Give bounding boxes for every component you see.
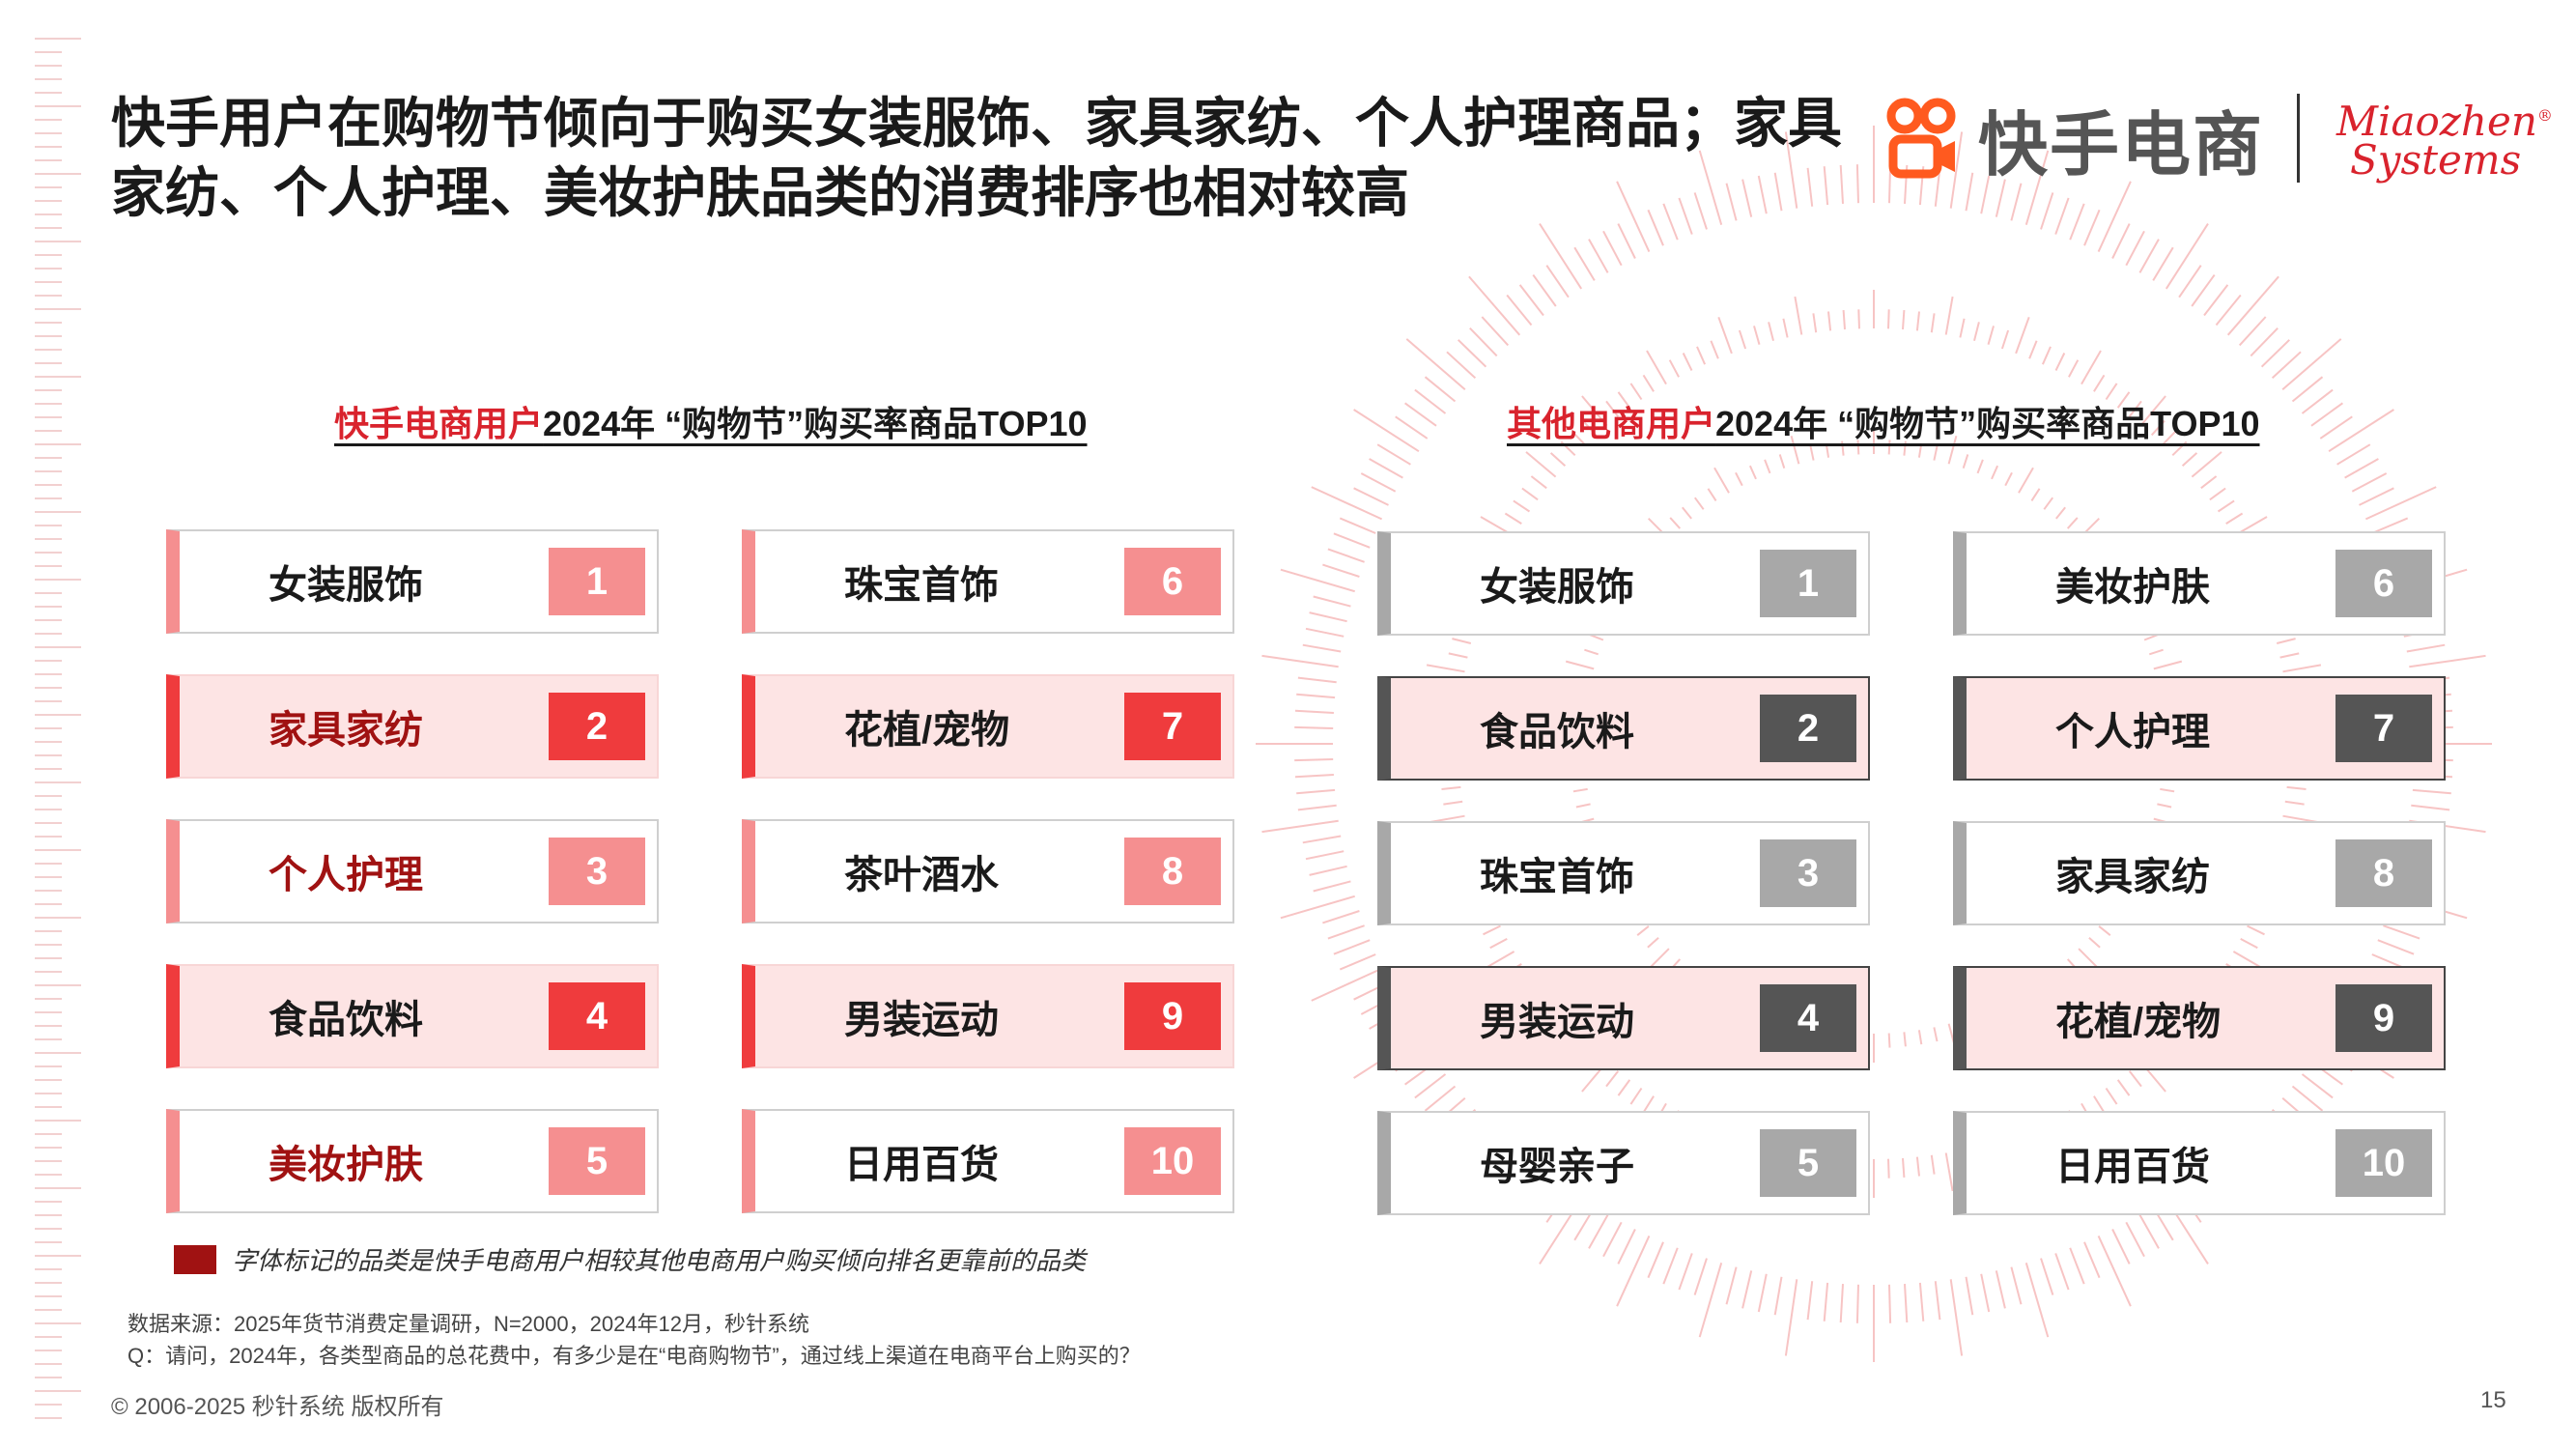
rank-card-name: 日用百货 [844,1144,999,1186]
legend-swatch [174,1244,216,1274]
rank-card-name: 个人护理 [269,854,423,896]
rank-card-name: 母婴亲子 [1480,1146,1634,1188]
legend: 字体标记的品类是快手电商用户相较其他电商用户购买倾向排名更靠前的品类 [174,1241,1086,1277]
rank-badge: 3 [549,838,645,905]
kuaishou-brand-text: 快手电商 [1978,106,2265,185]
miaozhen-logo: Miaozhen® Systems [2336,97,2553,184]
rank-card: 珠宝首饰 3 [1377,821,1870,925]
rank-card-name: 日用百货 [2055,1146,2210,1188]
rank-card: 珠宝首饰 6 [742,529,1234,634]
rank-card-name: 美妆护肤 [2055,566,2210,609]
rank-card-name: 食品饮料 [1480,711,1634,753]
rank-badge: 2 [549,693,645,760]
page-number: 15 [2480,1387,2506,1413]
rank-card-name: 家具家纺 [269,709,423,752]
rank-card: 男装运动 4 [1377,966,1870,1070]
rank-badge: 5 [549,1127,645,1195]
panel-title-kuaishou: 快手电商用户2024年 “购物节”购买率商品TOP10 [334,396,1088,446]
rank-card-name: 男装运动 [1480,1001,1634,1043]
rank-card-name: 花植/宠物 [844,709,1010,752]
rank-card: 食品饮料 2 [1377,676,1870,781]
rank-badge: 7 [1124,693,1221,760]
rank-card: 个人护理 7 [1953,676,2446,781]
page-title: 快手用户在购物节倾向于购买女装服饰、家具家纺、个人护理商品；家具 家纺、个人护理… [111,89,1869,228]
rank-card: 日用百货 10 [742,1109,1234,1213]
rank-badge: 1 [549,548,645,615]
rank-card: 个人护理 3 [166,819,659,923]
rank-card: 花植/宠物 7 [742,674,1234,779]
rank-card-name: 女装服饰 [269,564,423,607]
rank-badge: 1 [1760,550,1856,617]
panel-title-other: 其他电商用户2024年 “购物节”购买率商品TOP10 [1507,396,2260,446]
page-title-line-1: 快手用户在购物节倾向于购买女装服饰、家具家纺、个人护理商品；家具 [111,93,1842,154]
panel-title-other-rest: 2024年 “购物节”购买率商品TOP10 [1715,404,2260,443]
rank-badge: 8 [1124,838,1221,905]
rank-badge: 3 [1760,839,1856,907]
rank-card: 花植/宠物 9 [1953,966,2446,1070]
rank-card-name: 食品饮料 [269,999,423,1041]
rank-card-name: 女装服饰 [1480,566,1634,609]
page-title-line-2: 家纺、个人护理、美妆护肤品类的消费排序也相对较高 [111,162,1409,223]
panel-title-kuaishou-highlight: 快手电商用户 [334,404,544,443]
rank-badge: 7 [2335,695,2432,762]
rank-badge: 8 [2335,839,2432,907]
logo-divider [2297,94,2301,183]
miaozhen-logo-line-2: Systems [2350,136,2522,184]
rank-card-name: 男装运动 [844,999,999,1041]
rank-badge: 6 [1124,548,1221,615]
rank-card: 女装服饰 1 [166,529,659,634]
rank-card: 母婴亲子 5 [1377,1111,1870,1215]
rank-badge: 9 [2335,984,2432,1052]
rank-card: 美妆护肤 5 [166,1109,659,1213]
rank-badge: 10 [2335,1129,2432,1197]
rank-card: 食品饮料 4 [166,964,659,1068]
panel-title-other-highlight: 其他电商用户 [1507,404,1716,443]
rank-badge: 4 [1760,984,1856,1052]
copyright-footer: © 2006-2025 秒针系统 版权所有 [111,1394,444,1420]
rank-card: 女装服饰 1 [1377,531,1870,636]
rank-card-name: 花植/宠物 [2055,1001,2222,1043]
rank-card: 茶叶酒水 8 [742,819,1234,923]
miaozhen-logo-line-1: Miaozhen [2336,98,2537,145]
rank-badge: 4 [549,982,645,1050]
kuaishou-logo-icon [1886,98,1956,179]
rank-card: 日用百货 10 [1953,1111,2446,1215]
rank-card: 家具家纺 8 [1953,821,2446,925]
rank-badge: 5 [1760,1129,1856,1197]
header-logos: 快手电商 Miaozhen® Systems [1883,85,2553,191]
rank-card-name: 美妆护肤 [269,1144,423,1186]
rank-badge: 6 [2335,550,2432,617]
rank-badge: 2 [1760,695,1856,762]
rank-card-name: 珠宝首饰 [1480,856,1634,898]
panel-title-kuaishou-rest: 2024年 “购物节”购买率商品TOP10 [543,404,1088,443]
rank-card-name: 家具家纺 [2055,856,2210,898]
rank-badge: 10 [1124,1127,1221,1195]
rank-card: 男装运动 9 [742,964,1234,1068]
rank-card-name: 个人护理 [2055,711,2210,753]
rank-badge: 9 [1124,982,1221,1050]
legend-text: 字体标记的品类是快手电商用户相较其他电商用户购买倾向排名更靠前的品类 [232,1246,1087,1275]
data-source-note: 数据来源：2025年货节消费定量调研，N=2000，2024年12月，秒针系统 [127,1312,810,1336]
rank-card: 家具家纺 2 [166,674,659,779]
rank-card-name: 茶叶酒水 [844,854,999,896]
survey-question-note: Q：请问，2024年，各类型商品的总花费中，有多少是在“电商购物节”，通过线上渠… [127,1344,1141,1368]
rank-card: 美妆护肤 6 [1953,531,2446,636]
miaozhen-registered-mark: ® [2536,106,2553,125]
rank-card-name: 珠宝首饰 [844,564,999,607]
